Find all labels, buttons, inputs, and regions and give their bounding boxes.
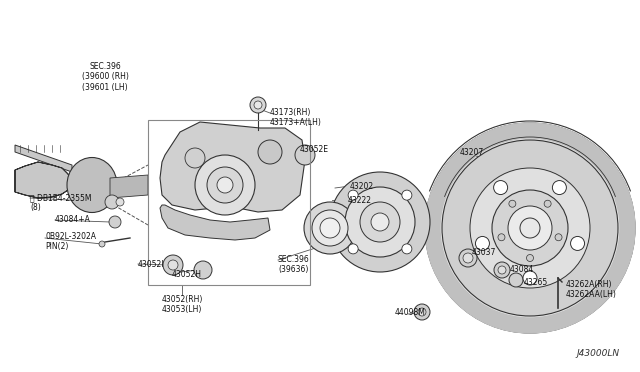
Text: 43207: 43207 xyxy=(460,148,484,157)
Circle shape xyxy=(509,273,523,287)
Circle shape xyxy=(509,200,516,207)
Circle shape xyxy=(414,304,430,320)
Circle shape xyxy=(185,148,205,168)
Polygon shape xyxy=(110,175,148,198)
Ellipse shape xyxy=(67,157,117,212)
Circle shape xyxy=(523,271,537,285)
Circle shape xyxy=(498,266,506,274)
Text: 43052(RH)
43053(LH): 43052(RH) 43053(LH) xyxy=(161,295,203,314)
Circle shape xyxy=(459,249,477,267)
Polygon shape xyxy=(15,162,72,198)
Circle shape xyxy=(320,218,340,238)
Circle shape xyxy=(312,210,348,246)
Circle shape xyxy=(570,237,584,250)
Polygon shape xyxy=(160,205,270,240)
Circle shape xyxy=(527,254,534,262)
Circle shape xyxy=(463,253,473,263)
Polygon shape xyxy=(160,122,305,212)
Circle shape xyxy=(250,97,266,113)
Circle shape xyxy=(168,260,178,270)
Text: 44098M: 44098M xyxy=(395,308,426,317)
Circle shape xyxy=(348,244,358,254)
Circle shape xyxy=(520,218,540,238)
Circle shape xyxy=(116,198,124,206)
Circle shape xyxy=(207,167,243,203)
Circle shape xyxy=(163,255,183,275)
Circle shape xyxy=(508,206,552,250)
Text: 43173(RH)
43173+A(LH): 43173(RH) 43173+A(LH) xyxy=(270,108,322,127)
Text: SEC.396
(39600 (RH)
(39601 (LH): SEC.396 (39600 (RH) (39601 (LH) xyxy=(81,62,129,92)
Circle shape xyxy=(498,234,505,241)
Circle shape xyxy=(254,101,262,109)
Circle shape xyxy=(470,168,590,288)
Text: 43084: 43084 xyxy=(510,265,534,274)
Circle shape xyxy=(544,200,551,207)
Text: 0B92L-3202A
PIN(2): 0B92L-3202A PIN(2) xyxy=(45,232,96,251)
Text: 43084+A: 43084+A xyxy=(55,215,91,224)
Text: Ⓑ DB1B4-2355M
(8): Ⓑ DB1B4-2355M (8) xyxy=(30,193,92,212)
Text: 43052E: 43052E xyxy=(300,145,329,154)
Circle shape xyxy=(330,172,430,272)
Circle shape xyxy=(295,145,315,165)
Circle shape xyxy=(217,177,233,193)
Circle shape xyxy=(109,216,121,228)
Circle shape xyxy=(360,202,400,242)
Polygon shape xyxy=(15,145,72,172)
Circle shape xyxy=(402,190,412,200)
Text: 43222: 43222 xyxy=(348,196,372,205)
Circle shape xyxy=(476,237,490,250)
Text: SEC.396
(39636): SEC.396 (39636) xyxy=(278,255,310,275)
Circle shape xyxy=(494,262,510,278)
Circle shape xyxy=(345,187,415,257)
Circle shape xyxy=(195,155,255,215)
Circle shape xyxy=(493,180,508,195)
Text: 43037: 43037 xyxy=(472,248,497,257)
Circle shape xyxy=(348,190,358,200)
Circle shape xyxy=(425,123,635,333)
Circle shape xyxy=(99,241,105,247)
Circle shape xyxy=(194,261,212,279)
Circle shape xyxy=(105,195,119,209)
Circle shape xyxy=(258,140,282,164)
Circle shape xyxy=(492,190,568,266)
Circle shape xyxy=(304,202,356,254)
Bar xyxy=(148,120,310,285)
Text: 43265: 43265 xyxy=(524,278,548,287)
Circle shape xyxy=(552,180,566,195)
Circle shape xyxy=(371,213,389,231)
Text: 43052H: 43052H xyxy=(172,270,202,279)
Text: 43262A(RH)
43262AA(LH): 43262A(RH) 43262AA(LH) xyxy=(566,280,617,299)
Circle shape xyxy=(402,244,412,254)
Text: 43052I: 43052I xyxy=(138,260,164,269)
Circle shape xyxy=(418,308,426,316)
Text: J43000LN: J43000LN xyxy=(577,349,620,358)
Circle shape xyxy=(442,140,618,316)
Circle shape xyxy=(555,234,562,241)
Text: 43202: 43202 xyxy=(350,182,374,191)
